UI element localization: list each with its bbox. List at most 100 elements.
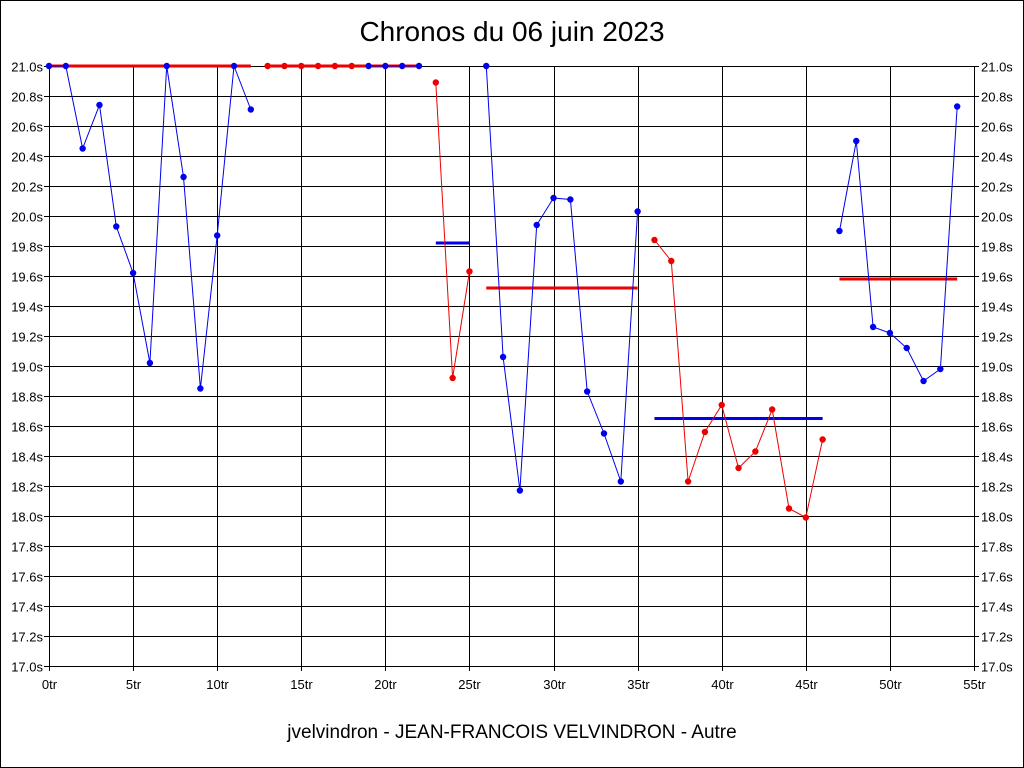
x-tick-label: 50tr	[879, 677, 902, 692]
y-tick-label-right: 20.2s	[981, 180, 1013, 195]
data-point	[331, 62, 339, 70]
data-point	[314, 62, 322, 70]
y-tick-label: 19.2s	[11, 330, 43, 345]
data-point	[836, 227, 843, 235]
data-point	[247, 106, 255, 113]
y-tick-label-right: 20.0s	[981, 210, 1013, 225]
data-point	[567, 196, 574, 203]
y-tick-label-right: 18.8s	[981, 390, 1013, 405]
x-tick-label: 5tr	[126, 677, 142, 692]
grid-layer	[44, 66, 979, 671]
data-point	[735, 464, 742, 472]
y-axis-right-labels: 21.0s 20.8s 20.6s 20.4s 20.2s 20.0s 19.8s 19.6s…	[981, 60, 1013, 675]
x-tick-label: 45tr	[795, 677, 818, 692]
series-group	[836, 103, 961, 385]
y-tick-label-right: 17.8s	[981, 540, 1013, 555]
y-tick-label-right: 21.0s	[981, 60, 1013, 75]
data-point	[62, 62, 70, 70]
y-tick-label-right: 19.0s	[981, 360, 1013, 375]
data-point	[886, 329, 894, 337]
y-tick-label: 19.0s	[11, 360, 43, 375]
x-tick-label: 10tr	[206, 677, 229, 692]
data-point	[45, 62, 53, 70]
series-layer	[45, 62, 961, 521]
y-tick-label-right: 17.2s	[981, 630, 1013, 645]
series-group	[45, 62, 255, 392]
data-point	[483, 62, 490, 70]
y-tick-label-right: 20.6s	[981, 120, 1013, 135]
data-point	[550, 194, 557, 202]
y-tick-label-right: 17.0s	[981, 660, 1013, 675]
data-point	[230, 62, 238, 70]
data-point	[113, 223, 120, 230]
data-point	[449, 374, 456, 382]
data-point	[802, 514, 810, 521]
y-tick-label-right: 19.4s	[981, 300, 1013, 315]
data-point	[785, 505, 793, 512]
y-tick-label: 20.2s	[11, 180, 43, 195]
chart-footer: jvelvindron - JEAN-FRANCOIS VELVINDRON -…	[287, 722, 737, 743]
data-point	[466, 268, 473, 275]
series-line	[485, 65, 639, 491]
series-group	[651, 236, 826, 521]
data-point	[415, 62, 423, 70]
average-lines	[49, 64, 958, 420]
y-tick-label: 20.4s	[11, 150, 43, 165]
data-point	[953, 103, 961, 110]
x-tick-label: 0tr	[42, 677, 58, 692]
series-line	[839, 106, 958, 382]
data-point	[533, 221, 540, 229]
data-point	[129, 269, 137, 277]
y-tick-label-right: 18.0s	[981, 510, 1013, 525]
y-tick-label: 18.0s	[11, 510, 43, 525]
x-tick-label: 25tr	[458, 677, 481, 692]
y-tick-label: 19.8s	[11, 240, 43, 255]
data-point	[668, 257, 675, 265]
data-point	[600, 430, 608, 437]
data-point	[432, 79, 440, 86]
data-point	[752, 448, 759, 455]
y-tick-label: 18.6s	[11, 420, 43, 435]
data-point	[264, 62, 271, 70]
y-tick-label-right: 18.6s	[981, 420, 1013, 435]
data-point	[365, 62, 372, 70]
y-tick-label-right: 17.4s	[981, 600, 1013, 615]
data-point	[398, 62, 406, 70]
data-point	[768, 406, 776, 413]
x-tick-label: 15tr	[290, 677, 313, 692]
data-point	[499, 353, 507, 361]
data-point	[819, 436, 826, 443]
y-tick-label-right: 20.8s	[981, 90, 1013, 105]
y-tick-label-right: 19.8s	[981, 240, 1013, 255]
y-tick-label-right: 20.4s	[981, 150, 1013, 165]
y-tick-label: 17.6s	[11, 570, 43, 585]
data-point	[180, 173, 187, 181]
data-point	[701, 428, 709, 436]
y-tick-label: 20.8s	[11, 90, 43, 105]
data-point	[634, 208, 641, 215]
y-tick-label-right: 19.2s	[981, 330, 1013, 345]
x-tick-label: 30tr	[543, 677, 566, 692]
series-group	[365, 62, 423, 70]
y-axis-left-labels: 21.0s 20.8s 20.6s 20.4s 20.2s 20.0s 19.8s 19.6s…	[11, 60, 43, 675]
y-tick-label-right: 17.6s	[981, 570, 1013, 585]
series-line	[49, 65, 252, 389]
y-tick-label-right: 19.6s	[981, 270, 1013, 285]
data-point	[651, 236, 658, 244]
series-group	[432, 79, 473, 382]
y-tick-label-right: 18.4s	[981, 450, 1013, 465]
y-tick-label: 18.4s	[11, 450, 43, 465]
x-tick-label: 20tr	[374, 677, 397, 692]
data-point	[348, 62, 355, 70]
data-point	[79, 145, 86, 152]
y-tick-label: 21.0s	[11, 60, 43, 75]
data-point	[163, 62, 170, 70]
data-point	[903, 344, 910, 352]
x-axis-labels: 0tr 5tr 10tr 15tr 20tr 25tr 30tr 35tr 40tr 45tr 50…	[42, 677, 986, 692]
y-tick-label: 20.6s	[11, 120, 43, 135]
y-tick-label: 17.2s	[11, 630, 43, 645]
y-tick-label: 20.0s	[11, 210, 43, 225]
data-point	[382, 62, 389, 70]
